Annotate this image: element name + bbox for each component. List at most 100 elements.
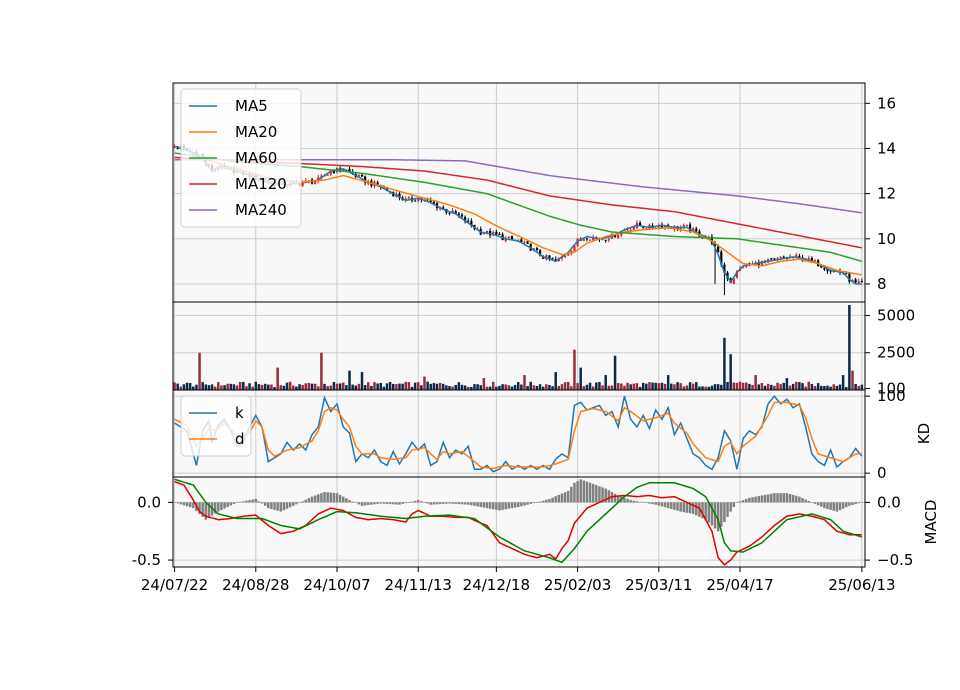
volume-bar	[595, 382, 598, 390]
volume-bar	[795, 381, 798, 390]
volume-bar	[285, 382, 289, 390]
histogram-bar	[545, 499, 548, 503]
histogram-bar	[526, 502, 529, 505]
volume-bar	[195, 384, 198, 390]
candle-body	[364, 176, 367, 183]
volume-bar	[766, 383, 770, 390]
candle-body	[632, 227, 635, 230]
volume-bar	[423, 376, 426, 390]
candle-body	[357, 174, 360, 177]
histogram-bar	[457, 502, 461, 505]
volume-bar	[251, 386, 254, 390]
histogram-bar	[288, 502, 292, 508]
volume-bar	[482, 378, 486, 390]
volume-bar	[801, 383, 804, 390]
histogram-bar	[835, 502, 839, 512]
histogram-bar	[416, 500, 420, 503]
volume-bar	[348, 370, 351, 390]
candle-body	[414, 200, 417, 202]
candle-body	[332, 170, 335, 173]
volume-bar	[245, 386, 248, 390]
candle-body	[329, 171, 332, 175]
volume-bar	[260, 384, 264, 390]
volume-bar	[267, 384, 270, 390]
histogram-bar	[823, 502, 826, 509]
volume-bar	[301, 384, 304, 390]
histogram-bar	[507, 502, 511, 509]
volume-bar	[335, 383, 339, 390]
volume-bar	[573, 349, 576, 390]
volume-bar	[507, 385, 511, 390]
macd-right-axis-tick-label: −0.5	[877, 551, 913, 569]
volume-bar	[691, 383, 695, 390]
volume-axis-tick-label: 100	[877, 380, 906, 398]
histogram-bar	[217, 502, 220, 512]
histogram-bar	[485, 502, 489, 509]
volume-bar	[404, 381, 407, 390]
volume-bar	[179, 386, 183, 390]
histogram-bar	[435, 502, 439, 505]
histogram-bar	[735, 502, 739, 503]
volume-bar	[338, 383, 342, 390]
histogram-bar	[816, 502, 820, 506]
volume-bar	[329, 385, 333, 390]
volume-bar	[526, 386, 529, 390]
volume-bar	[229, 383, 233, 390]
volume-bar	[407, 382, 411, 390]
histogram-bar	[670, 502, 673, 510]
volume-bar	[345, 385, 348, 390]
histogram-bar	[529, 502, 532, 504]
histogram-bar	[491, 502, 495, 510]
x-tick-label: 25/04/17	[706, 576, 773, 594]
histogram-bar	[623, 497, 626, 503]
candle-body	[626, 229, 629, 231]
histogram-bar	[688, 502, 692, 514]
volume-bar	[326, 386, 329, 390]
histogram-bar	[357, 502, 361, 505]
histogram-bar	[848, 502, 851, 506]
histogram-bar	[432, 502, 436, 505]
volume-bar	[598, 381, 601, 390]
volume-bar	[720, 384, 723, 390]
histogram-bar	[716, 502, 720, 532]
volume-bar	[670, 383, 673, 390]
histogram-bar	[745, 498, 748, 503]
candle-body	[757, 262, 760, 266]
histogram-bar	[604, 488, 607, 503]
volume-bar	[432, 383, 436, 390]
volume-bar	[395, 384, 398, 390]
candle-body	[429, 199, 432, 202]
price-axis-tick-label: 8	[877, 275, 887, 293]
volume-bar	[373, 382, 376, 390]
volume-bar	[445, 385, 448, 390]
histogram-bar	[238, 501, 242, 503]
histogram-bar	[520, 502, 523, 507]
histogram-bar	[326, 492, 329, 503]
kd-axis-tick-label: 100	[877, 387, 906, 405]
histogram-bar	[285, 502, 289, 509]
histogram-bar	[635, 501, 639, 503]
volume-bar	[591, 386, 595, 390]
histogram-bar	[785, 493, 789, 503]
histogram-bar	[420, 501, 423, 503]
candle-body	[604, 239, 607, 241]
histogram-bar	[807, 500, 811, 503]
histogram-bar	[398, 502, 401, 505]
histogram-bar	[601, 487, 604, 503]
volume-bar	[610, 385, 614, 390]
histogram-bar	[629, 500, 632, 503]
volume-bar	[323, 383, 326, 390]
volume-bar	[188, 383, 192, 390]
candle-body	[398, 193, 401, 198]
histogram-bar	[776, 493, 779, 503]
histogram-bar	[632, 500, 636, 503]
volume-bar	[457, 382, 461, 390]
volume-bar	[317, 386, 320, 390]
volume-bar	[426, 381, 429, 390]
histogram-bar	[451, 502, 454, 504]
x-tick-label: 25/02/03	[544, 576, 611, 594]
volume-bar	[854, 383, 857, 390]
candle-body	[548, 255, 551, 259]
candle-body	[417, 197, 420, 201]
histogram-bar	[585, 481, 589, 503]
